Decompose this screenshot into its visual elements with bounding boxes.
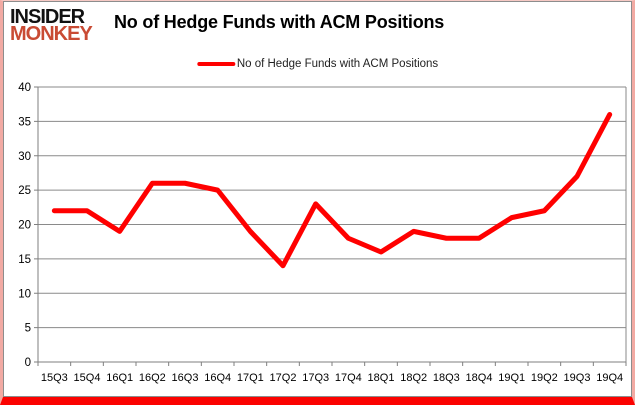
card-inner-border bbox=[3, 1, 632, 397]
x-axis-label-18Q1: 18Q1 bbox=[368, 372, 395, 384]
x-axis-label-19Q4: 19Q4 bbox=[596, 372, 623, 384]
x-axis-label-15Q4: 15Q4 bbox=[74, 372, 101, 384]
x-axis-label-19Q3: 19Q3 bbox=[564, 372, 591, 384]
logo-word-insider: INSIDER bbox=[10, 6, 85, 28]
x-axis-label-18Q3: 18Q3 bbox=[433, 372, 460, 384]
x-axis-label-19Q2: 19Q2 bbox=[531, 372, 558, 384]
y-axis-label-30: 30 bbox=[18, 151, 31, 163]
y-axis-label-40: 40 bbox=[18, 82, 31, 94]
x-axis-label-19Q1: 19Q1 bbox=[498, 372, 525, 384]
x-axis-label-17Q3: 17Q3 bbox=[302, 372, 329, 384]
x-axis-label-17Q2: 17Q2 bbox=[270, 372, 297, 384]
x-axis-label-15Q3: 15Q3 bbox=[41, 372, 68, 384]
x-axis-label-16Q2: 16Q2 bbox=[139, 372, 166, 384]
x-axis-label-17Q1: 17Q1 bbox=[237, 372, 264, 384]
x-axis-label-18Q4: 18Q4 bbox=[466, 372, 493, 384]
y-axis-label-35: 35 bbox=[18, 116, 31, 128]
x-axis-label-18Q2: 18Q2 bbox=[400, 372, 427, 384]
y-axis-label-15: 15 bbox=[18, 254, 31, 266]
legend-label: No of Hedge Funds with ACM Positions bbox=[236, 58, 439, 70]
chart-title: No of Hedge Funds with ACM Positions bbox=[114, 12, 445, 32]
y-axis-label-10: 10 bbox=[18, 288, 31, 300]
y-axis-label-20: 20 bbox=[18, 220, 31, 232]
legend-line-marker bbox=[196, 62, 235, 66]
x-axis-label-16Q1: 16Q1 bbox=[106, 372, 133, 384]
x-axis-label-16Q3: 16Q3 bbox=[172, 372, 199, 384]
x-axis-label-17Q4: 17Q4 bbox=[335, 372, 362, 384]
logo-word-monkey: MONKEY bbox=[10, 23, 93, 46]
y-axis-label-0: 0 bbox=[25, 357, 31, 369]
y-axis-label-5: 5 bbox=[25, 323, 31, 335]
data-line-series bbox=[51, 112, 613, 269]
x-axis-label-16Q4: 16Q4 bbox=[204, 372, 231, 384]
y-axis-label-25: 25 bbox=[18, 185, 31, 197]
insider-monkey-logo: INSIDER MONKEY bbox=[10, 6, 93, 46]
chart-legend: No of Hedge Funds with ACM Positions bbox=[196, 58, 439, 70]
